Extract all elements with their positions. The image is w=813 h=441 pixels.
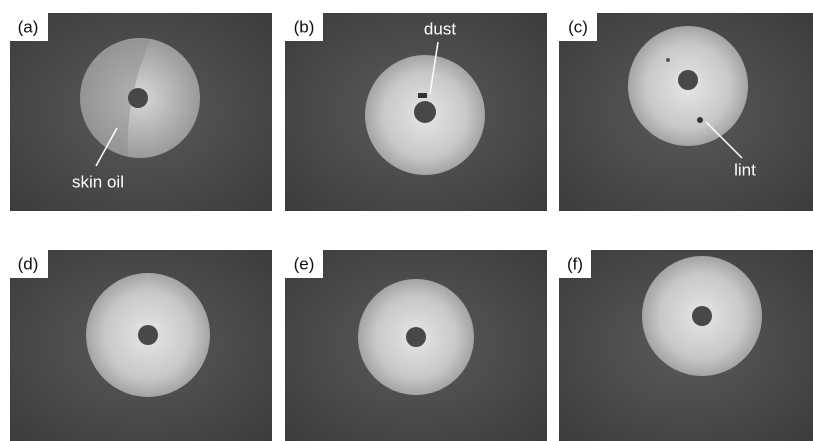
annotation: skin oil [72,172,124,191]
panel-label: (c) [568,17,588,36]
annotation: lint [734,160,756,179]
panel-a: skin oil (a) [10,13,272,211]
panel-label: (d) [18,254,39,273]
panel-e: (e) [285,250,547,441]
panel-f: (f) [559,250,813,441]
panel-label: (e) [294,254,315,273]
panel-label: (a) [18,17,39,36]
panel-b: dust (b) [285,13,547,211]
panel-label: (b) [294,17,315,36]
panel-d: (d) [10,250,272,441]
panel-c: lint (c) [559,13,813,211]
annotation: dust [424,19,456,38]
panel-label: (f) [567,254,583,273]
figure: skin oil (a) dust (b) lint (c) (d) [0,0,813,441]
